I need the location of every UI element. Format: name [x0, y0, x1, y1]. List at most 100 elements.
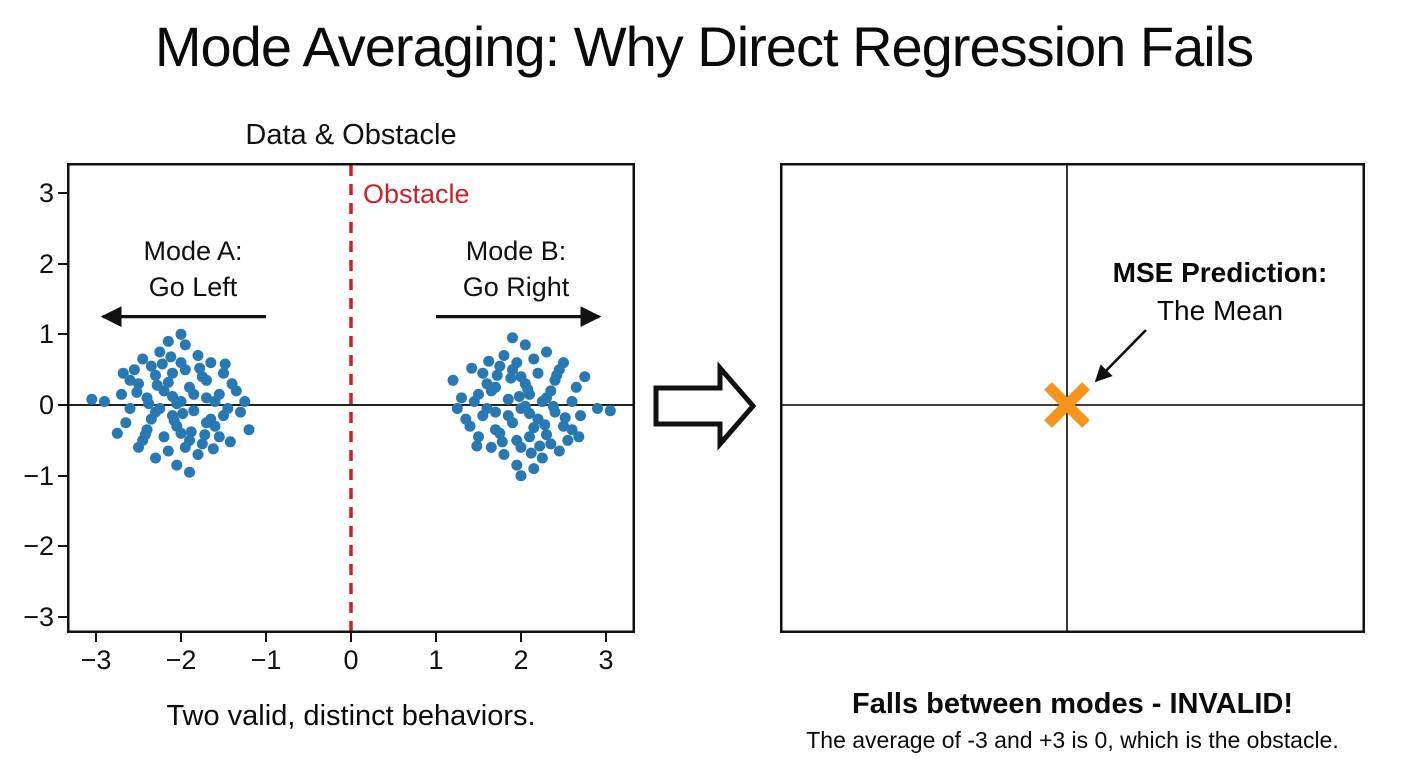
scatter-point — [175, 328, 187, 340]
mode-a-line2: Go Left — [148, 272, 238, 302]
scatter-point — [111, 427, 123, 439]
scatter-point — [447, 374, 459, 386]
scatter-point — [184, 381, 195, 393]
scatter-point — [573, 431, 585, 443]
scatter-point — [175, 427, 187, 439]
scatter-point — [570, 381, 582, 393]
mode-b-line1: Mode B: — [465, 236, 567, 266]
y-tick-label: −3 — [23, 602, 54, 633]
scatter-point — [192, 449, 204, 460]
scatter-point — [162, 376, 174, 388]
right-caption-bold: Falls between modes - INVALID! — [852, 688, 1293, 720]
y-tick-mark — [58, 616, 67, 619]
x-tick-label: 1 — [428, 645, 444, 675]
transition-arrow-icon — [653, 361, 757, 451]
scatter-point — [171, 459, 183, 471]
scatter-point — [124, 374, 136, 386]
scatter-point — [120, 417, 132, 429]
scatter-point — [151, 379, 163, 391]
x-tick-label: 0 — [343, 645, 359, 675]
left-caption: Two valid, distinct behaviors. — [166, 700, 536, 732]
scatter-point — [545, 438, 557, 450]
y-tick-label: 2 — [38, 248, 54, 279]
scatter-point — [498, 449, 510, 460]
scatter-point — [558, 420, 569, 432]
scatter-point — [524, 408, 535, 419]
scatter-point — [218, 367, 229, 379]
y-tick-label: 1 — [38, 319, 54, 350]
scatter-point — [179, 339, 191, 351]
scatter-point — [167, 367, 178, 379]
y-tick-mark — [58, 474, 67, 477]
scatter-point — [513, 391, 525, 402]
scatter-point — [162, 335, 174, 347]
scatter-point — [558, 357, 569, 369]
scatter-point — [483, 355, 495, 367]
scatter-point — [485, 441, 497, 453]
scatter-point — [243, 424, 255, 436]
scatter-point — [579, 371, 591, 383]
x-tick-mark — [435, 633, 437, 642]
scatter-point — [551, 369, 563, 381]
scatter-point — [222, 403, 234, 414]
mode-b-label: Mode B: Go Right — [426, 233, 606, 305]
scatter-point — [477, 410, 489, 422]
scatter-point — [536, 396, 548, 407]
mode-b-line2: Go Right — [462, 272, 570, 302]
scatter-point — [525, 447, 537, 459]
x-tick-mark — [265, 633, 267, 642]
scatter-point — [515, 403, 527, 414]
scatter-point — [165, 351, 177, 363]
scatter-point — [532, 367, 544, 379]
scatter-point — [485, 385, 497, 397]
scatter-point — [86, 393, 98, 405]
scatter-point — [494, 360, 506, 372]
scatter-point — [133, 378, 144, 390]
scatter-point — [230, 385, 242, 397]
scatter-point — [168, 415, 180, 427]
scatter-point — [145, 413, 157, 425]
y-tick-label: −1 — [23, 460, 54, 491]
scatter-point — [515, 371, 527, 383]
scatter-point — [139, 429, 151, 441]
scatter-point — [507, 332, 518, 344]
scatter-point — [507, 417, 518, 429]
scatter-point — [199, 429, 211, 441]
scatter-point — [491, 369, 503, 381]
scatter-point — [566, 424, 578, 436]
scatter-point — [528, 463, 540, 475]
y-tick-mark — [58, 545, 67, 548]
right-plot-border — [780, 163, 1365, 633]
scatter-point — [592, 403, 603, 414]
scatter-point — [547, 400, 559, 412]
scatter-point — [490, 406, 501, 418]
scatter-point — [219, 358, 231, 370]
scatter-point — [471, 440, 483, 452]
scatter-point — [213, 388, 225, 400]
scatter-point — [137, 353, 149, 365]
scatter-point — [145, 360, 157, 372]
y-tick-label: −2 — [23, 531, 54, 562]
y-tick-label: 3 — [38, 177, 54, 208]
right-plot-panel: MSE Prediction: The Mean — [780, 163, 1365, 633]
scatter-point — [473, 431, 484, 443]
scatter-point — [162, 445, 174, 457]
mse-annotation-line1: MSE Prediction: — [1112, 257, 1328, 288]
scatter-point — [131, 386, 143, 398]
scatter-point — [239, 396, 251, 407]
scatter-point — [177, 408, 189, 419]
scatter-point — [150, 452, 161, 464]
scatter-point — [179, 441, 191, 453]
x-tick-label: 2 — [513, 645, 529, 675]
scatter-point — [201, 374, 212, 386]
scatter-point — [224, 436, 236, 448]
scatter-point — [128, 364, 140, 376]
x-tick-mark — [605, 633, 607, 642]
scatter-point — [511, 459, 523, 471]
scatter-point — [99, 396, 110, 407]
scatter-point — [117, 367, 129, 379]
scatter-point — [192, 350, 204, 361]
scatter-point — [562, 434, 574, 446]
scatter-point — [185, 426, 197, 438]
y-tick-mark — [58, 333, 67, 336]
